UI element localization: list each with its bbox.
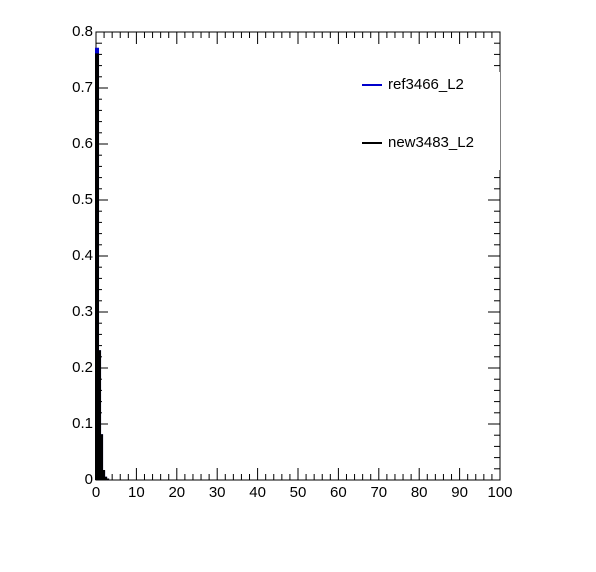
- y-tick-label: 0: [85, 471, 93, 488]
- x-tick-label: 100: [487, 484, 512, 501]
- histogram-bin: [105, 478, 110, 481]
- x-tick-label: 30: [209, 484, 226, 501]
- y-tick-label: 0.6: [72, 135, 93, 152]
- x-tick-label: 10: [128, 484, 145, 501]
- y-tick-label: 0.4: [72, 247, 93, 264]
- x-tick-label: 40: [249, 484, 266, 501]
- y-tick-label: 0.3: [72, 303, 93, 320]
- histogram-bin: [99, 434, 104, 480]
- legend-label: new3483_L2: [388, 134, 474, 151]
- x-tick-label: 60: [330, 484, 347, 501]
- legend-box: [358, 72, 500, 170]
- x-tick-label: 80: [411, 484, 428, 501]
- x-tick-label: 50: [290, 484, 307, 501]
- histogram-bin: [101, 470, 106, 480]
- x-tick-label: 0: [92, 484, 100, 501]
- legend-label: ref3466_L2: [388, 76, 464, 93]
- y-tick-label: 0.2: [72, 359, 93, 376]
- x-tick-label: 70: [370, 484, 387, 501]
- x-tick-label: 20: [168, 484, 185, 501]
- y-tick-label: 0.8: [72, 23, 93, 40]
- x-tick-label: 90: [451, 484, 468, 501]
- y-tick-label: 0.7: [72, 79, 93, 96]
- histogram-bin: [97, 350, 102, 480]
- y-tick-label: 0.5: [72, 191, 93, 208]
- histogram-bin: [95, 53, 100, 480]
- y-tick-label: 0.1: [72, 415, 93, 432]
